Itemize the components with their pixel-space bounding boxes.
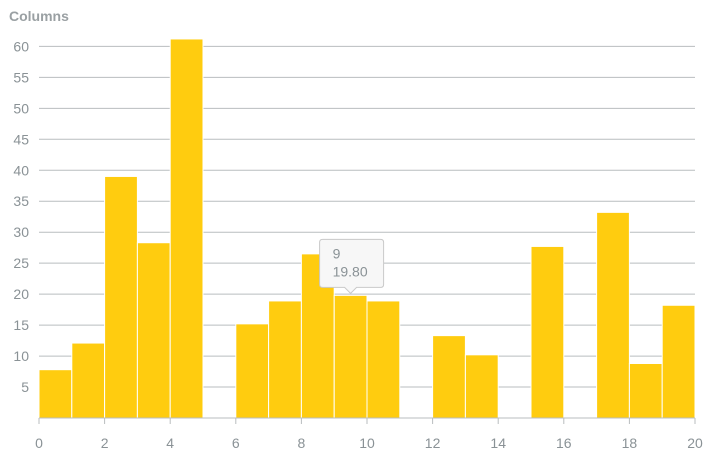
y-tick-label: 50 [13, 100, 29, 116]
x-tick-label: 20 [687, 435, 703, 451]
bar[interactable] [104, 175, 138, 419]
y-tick-label: 20 [13, 286, 29, 302]
x-tick-label: 16 [556, 435, 572, 451]
bar[interactable] [169, 38, 204, 419]
bar[interactable] [366, 300, 401, 419]
y-tick-label: 5 [21, 379, 29, 395]
bar[interactable] [268, 300, 302, 419]
x-tick-label: 14 [490, 435, 506, 451]
bar[interactable] [38, 369, 73, 419]
bar[interactable] [333, 294, 368, 419]
bar[interactable] [530, 245, 565, 419]
y-tick-label: 60 [13, 38, 29, 54]
y-tick-labels: 5 10 15 20 25 30 35 40 45 50 55 60 [13, 38, 29, 395]
tooltip-box [319, 238, 385, 295]
x-tick-label: 8 [298, 435, 306, 451]
data-tooltip: 9 19.80 [319, 238, 385, 295]
tooltip-value: 19.80 [333, 263, 368, 279]
bar[interactable] [661, 304, 696, 419]
y-tick-label: 45 [13, 131, 29, 147]
y-tick-label: 30 [13, 224, 29, 240]
x-tick-label: 0 [35, 435, 43, 451]
y-tick-label: 10 [13, 348, 29, 364]
x-tick-label: 10 [359, 435, 375, 451]
bars [38, 38, 696, 419]
bar[interactable] [432, 335, 466, 419]
bar[interactable] [596, 211, 630, 419]
y-tick-label: 40 [13, 162, 29, 178]
bar[interactable] [464, 354, 499, 419]
x-tick-labels: 0 2 4 6 8 10 12 14 16 18 20 [35, 418, 703, 451]
y-tick-label: 35 [13, 193, 29, 209]
y-tick-label: 55 [13, 69, 29, 85]
x-tick-label: 4 [166, 435, 174, 451]
y-tick-label: 25 [13, 255, 29, 271]
bar[interactable] [136, 242, 171, 419]
bar[interactable] [235, 323, 270, 419]
chart-title: Columns [9, 8, 69, 24]
bar[interactable] [628, 362, 663, 419]
y-tick-label: 15 [13, 317, 29, 333]
x-tick-label: 6 [232, 435, 240, 451]
x-tick-label: 2 [101, 435, 109, 451]
bar[interactable] [71, 342, 106, 419]
x-tick-label: 18 [622, 435, 638, 451]
tooltip-label: 9 [333, 245, 341, 261]
x-tick-label: 12 [425, 435, 441, 451]
